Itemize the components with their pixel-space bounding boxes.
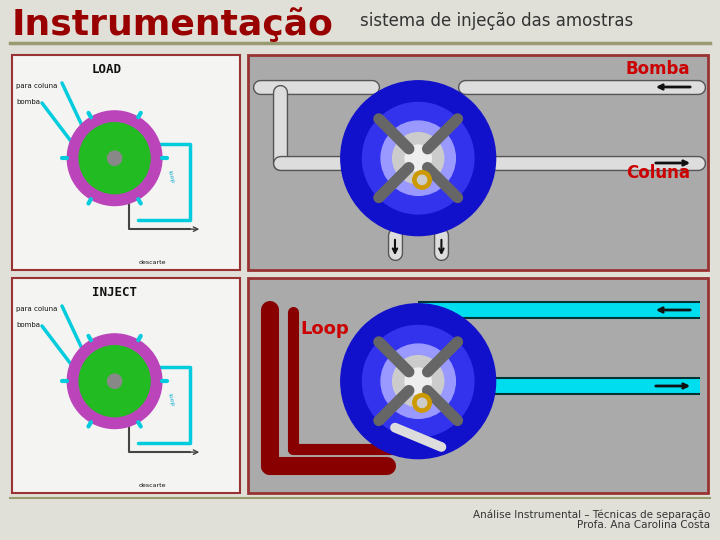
Circle shape (107, 374, 122, 388)
Text: bomba: bomba (16, 99, 40, 105)
Text: Bomba: Bomba (626, 60, 690, 78)
Text: loop: loop (166, 393, 175, 407)
Text: descarte: descarte (138, 483, 166, 488)
Circle shape (79, 346, 150, 417)
Text: descarte: descarte (138, 260, 166, 265)
Circle shape (362, 103, 474, 214)
Circle shape (67, 111, 162, 206)
Circle shape (381, 344, 455, 418)
Text: para coluna: para coluna (16, 306, 58, 312)
Bar (248, 278, 708, 493)
Circle shape (79, 123, 150, 194)
Bar (12, 55, 240, 270)
Text: Instrumentação: Instrumentação (12, 7, 334, 42)
Text: bomba: bomba (16, 322, 40, 328)
Text: Análise Instrumental – Técnicas de separação: Análise Instrumental – Técnicas de separ… (472, 510, 710, 521)
Text: LOAD: LOAD (92, 63, 122, 76)
Bar (248, 55, 708, 270)
Text: Coluna: Coluna (626, 164, 690, 182)
Circle shape (405, 145, 431, 171)
Circle shape (381, 121, 455, 195)
Text: Profa. Ana Carolina Costa: Profa. Ana Carolina Costa (577, 520, 710, 530)
Circle shape (392, 356, 444, 407)
Circle shape (418, 398, 427, 408)
Text: para coluna: para coluna (16, 83, 58, 89)
Circle shape (362, 326, 474, 437)
Circle shape (107, 151, 122, 165)
Circle shape (392, 133, 444, 184)
Circle shape (341, 304, 495, 458)
Circle shape (341, 81, 495, 235)
Text: INJECT: INJECT (92, 286, 137, 299)
Text: sistema de injeção das amostras: sistema de injeção das amostras (360, 12, 634, 30)
Text: loop: loop (166, 170, 175, 184)
Bar (12, 278, 240, 493)
Text: Loop: Loop (300, 320, 348, 338)
Circle shape (413, 171, 431, 189)
Circle shape (418, 175, 427, 185)
Circle shape (67, 334, 162, 429)
Circle shape (413, 394, 431, 412)
Circle shape (405, 368, 431, 394)
